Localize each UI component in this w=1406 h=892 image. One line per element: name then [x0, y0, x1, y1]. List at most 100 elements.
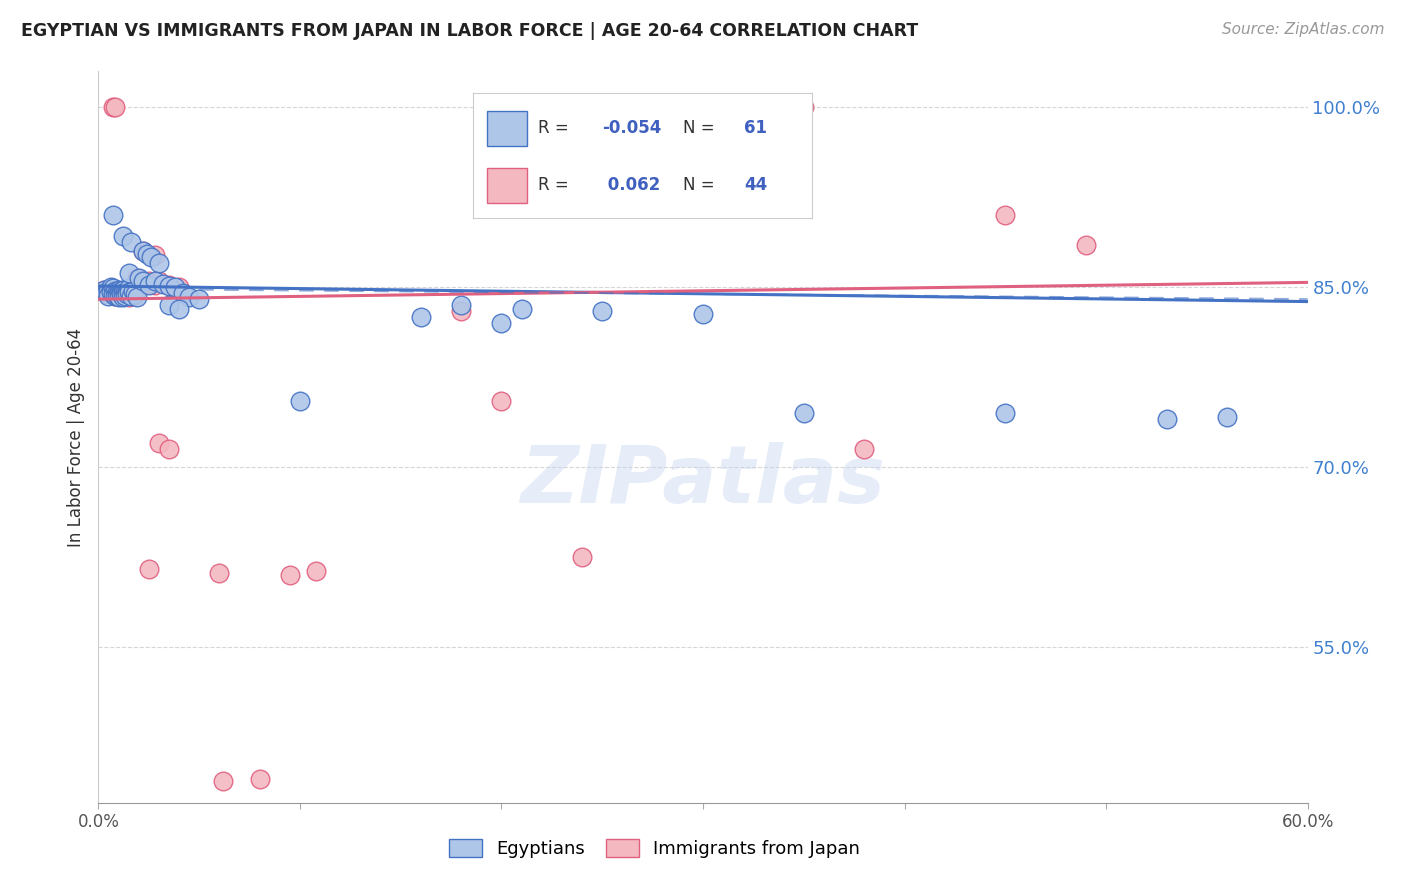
Point [163, 280, 186, 294]
Point [208, 566, 231, 580]
Point [132, 274, 155, 288]
Point [128, 274, 150, 288]
Point [101, 281, 124, 295]
Text: Source: ZipAtlas.com: Source: ZipAtlas.com [1222, 22, 1385, 37]
Point [148, 436, 170, 450]
Point [103, 284, 125, 298]
Point [157, 277, 180, 292]
Point [114, 284, 136, 298]
Point [100, 287, 122, 301]
Point [111, 288, 134, 302]
Point [111, 283, 134, 297]
Point [110, 284, 132, 298]
Point [1216, 409, 1239, 424]
Point [97, 288, 120, 302]
Point [118, 285, 141, 299]
Text: ZIPatlas: ZIPatlas [520, 442, 886, 520]
Point [103, 288, 125, 302]
Point [111, 290, 134, 304]
Point [114, 285, 136, 299]
Point [107, 286, 129, 301]
Point [138, 274, 160, 288]
Point [124, 287, 146, 301]
Y-axis label: In Labor Force | Age 20-64: In Labor Force | Age 20-64 [67, 327, 86, 547]
Point [100, 285, 122, 299]
Point [132, 277, 155, 292]
Point [101, 208, 124, 222]
Point [1074, 238, 1097, 252]
Legend: Egyptians, Immigrants from Japan: Egyptians, Immigrants from Japan [440, 830, 869, 867]
Point [143, 277, 166, 292]
Point [450, 298, 472, 312]
Point [107, 287, 129, 301]
Point [118, 266, 141, 280]
Point [110, 285, 132, 299]
Point [121, 288, 143, 302]
Point [409, 310, 432, 325]
Point [157, 442, 180, 456]
Point [138, 277, 160, 292]
Point [115, 287, 138, 301]
Point [132, 244, 155, 259]
Point [491, 394, 513, 409]
Point [105, 288, 128, 302]
Point [651, 100, 673, 114]
Point [125, 290, 148, 304]
Point [114, 288, 136, 302]
Point [118, 281, 141, 295]
Point [105, 284, 128, 298]
Point [107, 283, 129, 297]
Point [115, 286, 138, 301]
Point [143, 248, 166, 262]
Point [101, 287, 124, 301]
Point [111, 286, 134, 301]
Point [96, 286, 118, 301]
Point [167, 301, 190, 316]
Point [288, 394, 311, 409]
Point [249, 772, 271, 786]
Point [96, 286, 118, 301]
Point [120, 285, 142, 299]
Point [138, 562, 160, 576]
Point [107, 290, 129, 304]
Point [491, 316, 513, 330]
Point [793, 406, 815, 420]
Point [135, 246, 157, 260]
Point [103, 100, 125, 114]
Text: EGYPTIAN VS IMMIGRANTS FROM JAPAN IN LABOR FORCE | AGE 20-64 CORRELATION CHART: EGYPTIAN VS IMMIGRANTS FROM JAPAN IN LAB… [21, 22, 918, 40]
Point [148, 256, 170, 270]
Point [450, 304, 472, 318]
Point [143, 274, 166, 288]
Point [97, 284, 120, 298]
Point [510, 301, 533, 316]
Point [179, 290, 201, 304]
Point [172, 286, 194, 301]
Point [115, 284, 138, 298]
Point [103, 288, 125, 302]
Point [152, 277, 174, 291]
Point [571, 549, 593, 564]
Point [148, 274, 170, 288]
Point [591, 304, 613, 318]
Point [188, 292, 211, 306]
Point [278, 568, 301, 582]
Point [118, 290, 141, 304]
Point [212, 774, 235, 789]
Point [105, 285, 128, 299]
Point [100, 280, 122, 294]
Point [97, 284, 120, 298]
Point [994, 406, 1017, 420]
Point [132, 244, 155, 259]
Point [124, 286, 146, 301]
Point [853, 442, 876, 456]
Point [93, 283, 115, 297]
Point [157, 298, 180, 312]
Point [793, 100, 815, 114]
Point [120, 288, 142, 302]
Point [120, 235, 142, 249]
Point [1156, 412, 1178, 426]
Point [305, 565, 328, 579]
Point [139, 250, 162, 264]
Point [128, 270, 150, 285]
Point [125, 270, 148, 285]
